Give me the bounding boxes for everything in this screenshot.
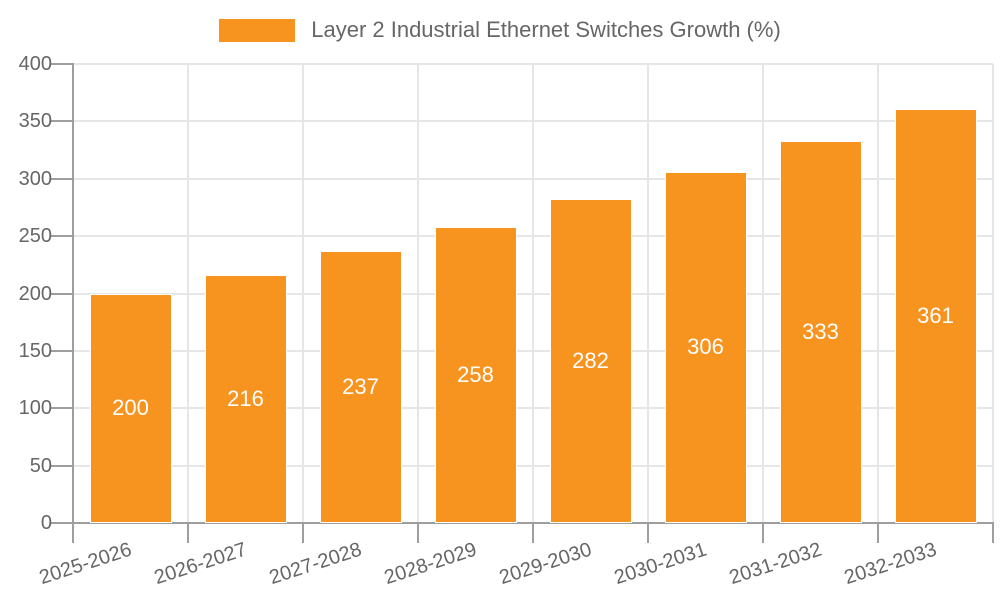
gridline-vertical — [302, 64, 304, 523]
gridline-vertical — [187, 64, 189, 523]
y-axis-tick — [50, 349, 73, 352]
x-axis-tick — [532, 524, 534, 543]
y-axis-label: 150 — [18, 339, 52, 362]
x-axis-tick — [302, 524, 304, 543]
bar-value-label: 306 — [687, 334, 724, 360]
gridline-vertical — [417, 64, 419, 523]
bar[interactable]: 306 — [664, 171, 747, 523]
bar[interactable]: 200 — [89, 293, 172, 523]
bar-value-label: 282 — [572, 348, 609, 374]
bar[interactable]: 333 — [779, 140, 862, 523]
plot-area: 0 50 100 150 200 250 300 350 400 200 2025-2026 216 2… — [19, 53, 994, 589]
bar-value-label: 200 — [112, 395, 149, 421]
y-axis-tick — [50, 235, 73, 238]
bar-value-label: 237 — [342, 374, 379, 399]
x-axis-tick — [992, 524, 994, 543]
legend: Layer 2 Industrial Ethernet Switches Gro… — [0, 17, 1000, 43]
bar[interactable]: 258 — [434, 226, 517, 523]
y-axis-label: 250 — [18, 225, 52, 248]
y-axis-label: 300 — [18, 167, 52, 190]
x-axis-tick — [187, 524, 189, 543]
y-axis-tick — [50, 177, 73, 180]
bar-value-label: 361 — [917, 302, 954, 328]
gridline-vertical — [647, 64, 649, 523]
y-axis-label: 200 — [18, 282, 52, 305]
bar-value-label: 258 — [457, 361, 494, 387]
gridline-vertical — [992, 64, 994, 523]
x-axis-tick — [647, 524, 649, 543]
bar-value-label: 333 — [802, 318, 839, 344]
x-axis-line — [72, 522, 994, 524]
y-axis-tick — [50, 407, 73, 410]
gridline-vertical — [877, 64, 879, 523]
x-axis-tick — [72, 524, 74, 543]
x-axis-tick — [417, 524, 419, 543]
y-axis-tick — [50, 292, 73, 295]
y-axis-label: 400 — [18, 53, 52, 75]
bar[interactable]: 361 — [894, 108, 977, 523]
bar[interactable]: 237 — [319, 251, 402, 523]
bar[interactable]: 282 — [549, 199, 632, 523]
y-axis-tick — [50, 63, 73, 65]
gridline-vertical — [762, 64, 764, 523]
x-axis-tick — [762, 524, 764, 543]
y-axis-line — [72, 63, 74, 525]
bar[interactable]: 216 — [204, 275, 287, 523]
y-axis-label: 50 — [29, 454, 52, 477]
legend-label: Layer 2 Industrial Ethernet Switches Gro… — [311, 17, 781, 42]
legend-swatch-icon — [219, 18, 296, 42]
y-axis-label: 0 — [40, 512, 52, 534]
legend-item[interactable]: Layer 2 Industrial Ethernet Switches Gro… — [219, 17, 781, 43]
y-axis-tick — [50, 464, 73, 467]
x-axis-tick — [877, 524, 879, 543]
y-axis-tick — [50, 120, 73, 123]
y-axis-label: 100 — [18, 397, 52, 420]
bar-value-label: 216 — [227, 386, 264, 412]
y-axis-tick — [50, 522, 73, 524]
y-axis-label: 350 — [18, 110, 52, 133]
gridline-vertical — [532, 64, 534, 523]
